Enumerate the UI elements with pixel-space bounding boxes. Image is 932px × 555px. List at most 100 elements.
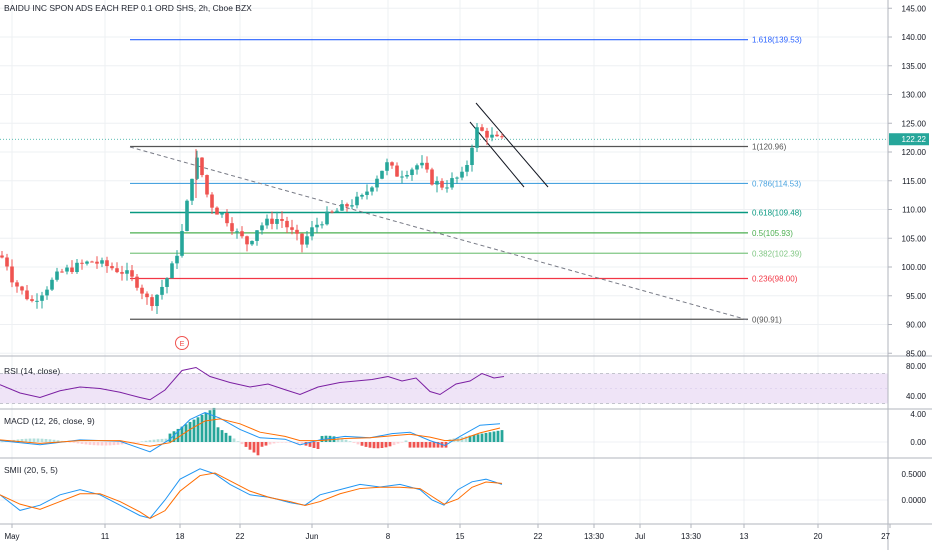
candle: [345, 202, 349, 212]
macd-histogram-bar: [140, 441, 144, 443]
macd-histogram-bar: [112, 442, 116, 446]
macd-histogram-bar: [360, 442, 364, 446]
macd-histogram-bar: [224, 432, 228, 442]
candle: [60, 268, 64, 273]
candle: [110, 262, 114, 271]
macd-histogram-bar: [496, 430, 500, 442]
macd-histogram-bar: [284, 442, 288, 443]
macd-histogram-bar: [264, 442, 268, 446]
macd-histogram-bar: [300, 442, 304, 445]
channel-lower-line[interactable]: [469, 121, 525, 188]
macd-histogram-bar: [132, 442, 136, 443]
macd-histogram-bar: [484, 432, 488, 442]
macd-histogram-bar: [120, 442, 124, 445]
candle: [380, 170, 384, 180]
macd-histogram-bar: [164, 438, 168, 442]
macd-histogram-bar: [268, 442, 272, 445]
macd-histogram-bar: [108, 442, 112, 446]
candle: [315, 217, 319, 234]
macd-histogram-bar: [236, 441, 240, 442]
macd-histogram-bar: [136, 442, 140, 443]
macd-histogram-bar: [0, 441, 4, 443]
macd-histogram-bar: [400, 442, 404, 443]
macd-histogram-bar: [480, 433, 484, 442]
candle: [80, 259, 84, 270]
earnings-marker-label: E: [179, 339, 184, 348]
smii-axis-tick: 0.0000: [902, 496, 927, 505]
fib-level-label: 1.618(139.53): [752, 36, 802, 45]
candle: [195, 150, 199, 181]
smii-pane-label[interactable]: SMII (20, 5, 5): [4, 465, 58, 475]
macd-histogram-bar: [396, 442, 400, 444]
trend-line[interactable]: [129, 146, 749, 321]
rsi-pane-label[interactable]: RSI (14, close): [4, 366, 61, 376]
macd-histogram-bar: [100, 442, 104, 446]
time-axis-tick: 13:30: [584, 532, 605, 541]
candle: [370, 186, 374, 196]
candle: [355, 191, 359, 209]
candle: [120, 265, 124, 281]
macd-pane-label[interactable]: MACD (12, 26, close, 9): [4, 416, 95, 426]
macd-line: [0, 412, 501, 453]
candle: [270, 211, 274, 230]
candle: [425, 156, 429, 173]
time-axis-tick: 8: [386, 532, 391, 541]
candle: [240, 226, 244, 239]
candle: [35, 293, 39, 309]
candle: [135, 274, 139, 291]
candle: [90, 260, 94, 263]
candle: [405, 170, 409, 179]
macd-histogram-bar: [424, 442, 428, 448]
macd-histogram-bar: [88, 442, 92, 445]
last-price-badge: [889, 133, 929, 146]
macd-histogram-bar: [256, 442, 260, 456]
candle: [140, 284, 144, 300]
macd-histogram-bar: [72, 442, 76, 443]
macd-histogram-bar: [220, 430, 224, 442]
candle: [480, 124, 484, 132]
time-axis-tick: May: [4, 532, 19, 541]
macd-histogram-bar: [376, 442, 380, 449]
candle: [275, 211, 279, 230]
candle: [450, 172, 454, 190]
macd-histogram-bar: [392, 442, 396, 446]
candle: [30, 295, 34, 303]
macd-histogram-bar: [80, 442, 84, 444]
candle: [285, 216, 289, 233]
time-axis-tick: 22: [236, 532, 245, 541]
price-axis-tick: 120.00: [902, 148, 927, 157]
macd-histogram-bar: [272, 442, 276, 444]
candle: [200, 157, 204, 178]
candle: [245, 235, 249, 252]
candle: [400, 170, 404, 184]
macd-signal-line: [0, 418, 501, 447]
symbol-title[interactable]: BAIDU INC SPON ADS EACH REP 0.1 ORD SHS,…: [4, 3, 252, 13]
macd-histogram-bar: [364, 442, 368, 447]
candle: [260, 222, 264, 235]
candle: [20, 285, 24, 295]
macd-histogram-bar: [28, 438, 32, 442]
fib-level-label: 0(90.91): [752, 315, 782, 324]
macd-histogram-bar: [232, 438, 236, 442]
candle: [165, 277, 169, 294]
macd-histogram-bar: [96, 442, 100, 446]
candle: [365, 184, 369, 200]
candle: [485, 127, 489, 145]
macd-histogram-bar: [76, 442, 80, 444]
macd-histogram-bar: [148, 440, 152, 442]
channel-upper-line[interactable]: [475, 102, 549, 188]
price-axis-tick: 125.00: [902, 119, 927, 128]
macd-histogram-bar: [192, 419, 196, 442]
macd-histogram-bar: [144, 440, 148, 442]
macd-histogram-bar: [408, 442, 412, 448]
candle: [465, 160, 469, 177]
candle: [95, 256, 99, 269]
time-axis-tick: Jun: [306, 532, 319, 541]
macd-histogram-bar: [352, 442, 356, 443]
candle: [390, 161, 394, 169]
candle: [50, 277, 54, 291]
candle: [10, 259, 14, 288]
macd-histogram-bar: [156, 439, 160, 442]
earnings-marker[interactable]: [175, 336, 189, 350]
